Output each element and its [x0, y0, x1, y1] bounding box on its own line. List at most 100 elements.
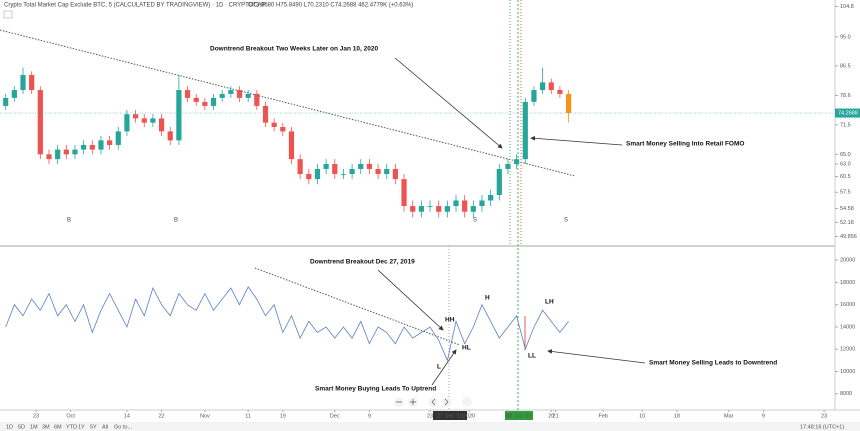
candle-body — [184, 90, 191, 98]
candle-body — [540, 82, 546, 91]
range-button[interactable]: Go to... — [114, 424, 133, 430]
collapse-button[interactable] — [3, 10, 13, 19]
pivot-label: HH — [445, 317, 455, 324]
candle-body — [514, 159, 520, 165]
candle-body — [384, 168, 390, 174]
x-tick-label: 18 — [674, 413, 680, 419]
y-tick-label: 10000 — [840, 369, 855, 375]
candle-body — [37, 90, 43, 155]
y-tick-label: 71.5 — [840, 122, 851, 128]
y-tick-label: 104.8 — [840, 4, 854, 10]
signal: B — [174, 218, 178, 224]
candle-body — [418, 206, 424, 212]
candle-body — [176, 90, 182, 141]
candle-body — [11, 90, 17, 98]
range-button[interactable]: All — [102, 424, 108, 430]
range-button[interactable]: YTD — [66, 424, 77, 430]
y-tick-label: 57.5 — [840, 190, 851, 196]
range-button[interactable]: 5D — [18, 424, 25, 430]
y-tick-label: 49.856 — [840, 234, 857, 240]
candle-body — [81, 144, 87, 150]
range-button[interactable]: 3M — [42, 424, 50, 430]
candle-body — [375, 168, 381, 174]
candle-body — [401, 179, 407, 207]
x-tick-label: 2020 — [463, 413, 475, 419]
y-tick-label: 20000 — [840, 258, 855, 264]
candle-body — [20, 74, 26, 91]
scroll-left[interactable] — [428, 397, 438, 407]
last-price-label: 74.2688 — [838, 111, 858, 117]
arrows — [377, 57, 646, 386]
candle-body — [245, 93, 251, 98]
zoom-controls — [394, 397, 472, 407]
candle-body — [332, 164, 338, 174]
candle-body — [219, 93, 225, 98]
indicator-line — [5, 286, 569, 362]
candle-body — [297, 159, 303, 174]
cursor-date-bg — [433, 411, 467, 420]
y-tick-label: 18000 — [840, 280, 855, 286]
candle-body — [202, 101, 208, 106]
y-tick-label: 78.6 — [840, 93, 851, 99]
x-tick-label: 19 — [280, 413, 286, 419]
x-tick-label: 9 — [762, 413, 765, 419]
clock: 17:48:16 (UTC+1) — [800, 424, 844, 430]
y-tick-label: 65.0 — [840, 152, 851, 158]
candle-body — [410, 206, 416, 212]
candle-body — [141, 118, 147, 123]
range-button[interactable]: 1D — [6, 424, 13, 430]
y-tick-label: 95.0 — [840, 34, 851, 40]
x-tick-label: 23 — [821, 413, 827, 419]
x-tick-label: Mar — [724, 413, 734, 419]
reset[interactable] — [462, 397, 472, 407]
x-tick-label: 10 — [505, 413, 511, 419]
pivot-label: LH — [545, 299, 554, 306]
scroll-right[interactable] — [442, 397, 452, 407]
x-tick-label: 9 — [368, 413, 371, 419]
pivot-label: LL — [528, 353, 536, 360]
candle-body — [314, 168, 321, 180]
annotation: Smart Money Selling Into Retail FOMO — [626, 141, 744, 148]
candle-body — [340, 173, 347, 175]
x-tick-label: 22 — [159, 413, 165, 419]
range-button[interactable]: 5Y — [90, 424, 97, 430]
candle-body — [306, 173, 312, 180]
pivot-label: HL — [462, 345, 471, 352]
candle-body — [228, 90, 234, 94]
candle-body — [323, 164, 329, 169]
x-tick-label: Nov — [200, 413, 210, 419]
y-tick-label: 54.58 — [840, 206, 854, 212]
range-button[interactable]: 6M — [54, 424, 62, 430]
x-tick-label: Feb — [598, 413, 607, 419]
header-ohlc: O73.9680 H75.8490 L70.2310 C74.2688 462.… — [248, 3, 413, 9]
candle-body — [167, 131, 173, 141]
range-button[interactable]: 1M — [30, 424, 38, 430]
candle-body — [107, 140, 113, 145]
candle-body — [505, 164, 511, 169]
x-tick-label: 23 — [33, 413, 39, 419]
candle-body — [89, 144, 95, 150]
candle-body — [288, 131, 295, 160]
candle-body — [254, 93, 260, 106]
candle-body — [392, 168, 398, 180]
candle-body — [565, 93, 572, 114]
y-tick-label: 52.18 — [840, 220, 854, 226]
candle-body — [488, 194, 494, 201]
annotation: Downtrend Breakout Two Weeks Later on Ja… — [210, 46, 378, 53]
candle-body — [349, 168, 355, 174]
candle-body — [462, 200, 468, 212]
range-button[interactable]: 1Y — [78, 424, 85, 430]
pivot-label: H — [485, 295, 490, 302]
candle-body — [453, 200, 459, 207]
candle-body — [271, 122, 277, 127]
candle-body — [358, 164, 364, 169]
candle-body — [132, 114, 139, 119]
x-tick-label: 21 — [553, 413, 559, 419]
x-tick-label: Oct — [66, 413, 75, 419]
y-tick-label: 16000 — [840, 302, 855, 308]
candle-body — [479, 200, 485, 207]
y-tick-label: 63.0 — [840, 161, 851, 167]
annotation: Smart Money Buying Leads To Uptrend — [315, 386, 436, 393]
candle-body — [262, 105, 269, 123]
